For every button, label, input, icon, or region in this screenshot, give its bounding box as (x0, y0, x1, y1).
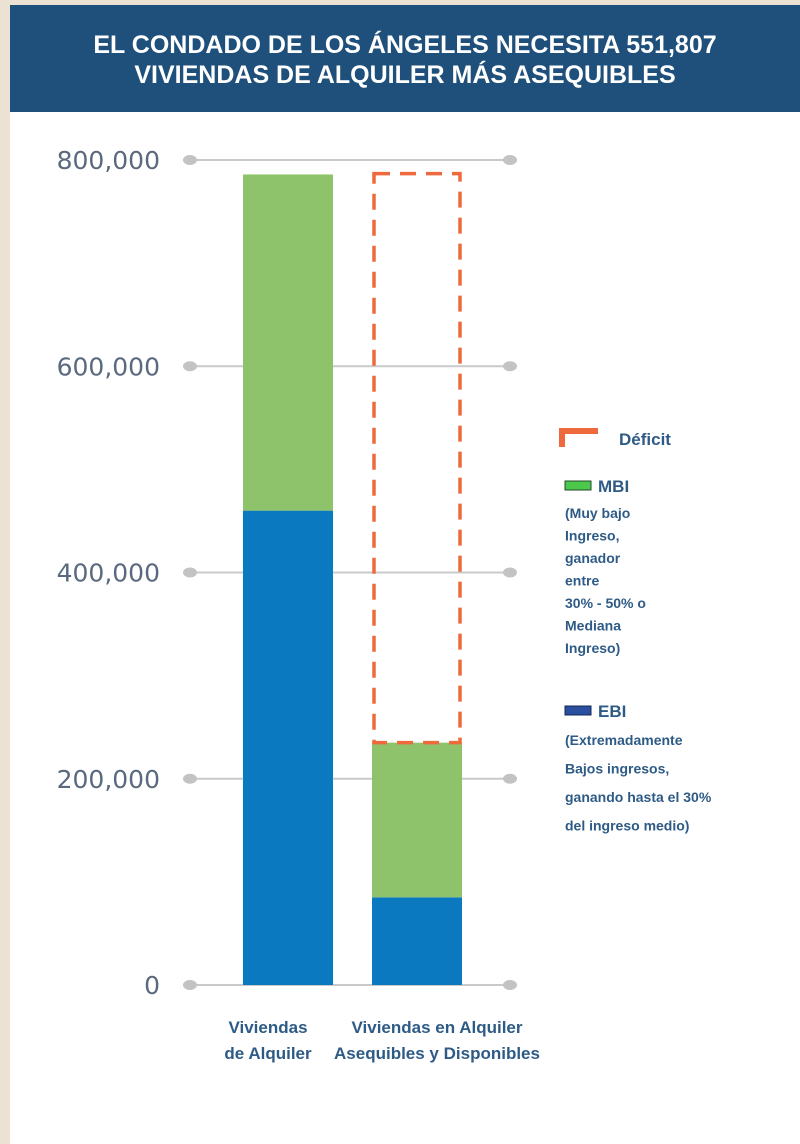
gridline-dot-right (503, 567, 517, 578)
legend-label-mbi: MBI (598, 477, 629, 496)
bar-segment-ebi (372, 897, 462, 985)
legend-mbi-description: entre (565, 573, 599, 589)
legend-mbi-swatch (564, 480, 592, 491)
y-tick-label: 600,000 (57, 352, 160, 381)
y-tick-label: 0 (144, 971, 160, 1000)
legend-ebi-description: del ingreso medio) (565, 818, 689, 834)
legend-ebi-description: (Extremadamente (565, 732, 683, 748)
chart-title-line-1: EL CONDADO DE LOS ÁNGELES NECESITA 551,8… (93, 31, 717, 59)
legend-ebi-description: Bajos ingresos, (565, 761, 669, 777)
bar-segment-deficit (372, 171, 462, 745)
bar-segment-ebi (243, 510, 333, 985)
gridline-dot-right (503, 361, 517, 372)
x-category-label: Viviendas en Alquiler (351, 1018, 522, 1037)
gridline-dot-left (183, 361, 197, 372)
chart-title: EL CONDADO DE LOS ÁNGELES NECESITA 551,8… (10, 5, 800, 112)
gridline-dot-left (183, 567, 197, 578)
chart-title-line-2: VIVIENDAS DE ALQUILER MÁS ASEQUIBLES (134, 61, 676, 89)
bar-segment-mbi (372, 742, 462, 898)
gridline-dot-left (183, 980, 197, 990)
legend-mbi-description: Ingreso, (565, 528, 619, 544)
legend-label-deficit: Déficit (619, 430, 671, 449)
x-category-label: Asequibles y Disponibles (334, 1044, 540, 1063)
legend-label-ebi: EBI (598, 702, 626, 721)
legend-ebi-description: ganando hasta el 30% (565, 789, 712, 805)
bar-segment-mbi (243, 174, 333, 511)
gridline-dot-left (183, 155, 197, 165)
legend-mbi-description: Ingreso) (565, 640, 620, 656)
y-tick-label: 400,000 (57, 559, 160, 588)
y-tick-label: 800,000 (57, 146, 160, 175)
legend-mbi-description: ganador (565, 550, 621, 566)
x-category-label: Viviendas (228, 1018, 307, 1037)
gridline-dot-right (503, 155, 517, 165)
x-category-label: de Alquiler (224, 1044, 312, 1063)
legend-mbi-description: 30% - 50% o (565, 595, 646, 611)
gridline-dot-right (503, 773, 517, 784)
gridline-dot-left (183, 773, 197, 784)
legend-ebi-swatch (564, 705, 592, 716)
legend-mbi-description: (Muy bajo (565, 505, 630, 521)
legend-deficit-icon (559, 428, 598, 447)
y-tick-label: 200,000 (57, 765, 160, 794)
legend-mbi-description: Mediana (565, 618, 621, 634)
gridline-dot-right (503, 980, 517, 990)
